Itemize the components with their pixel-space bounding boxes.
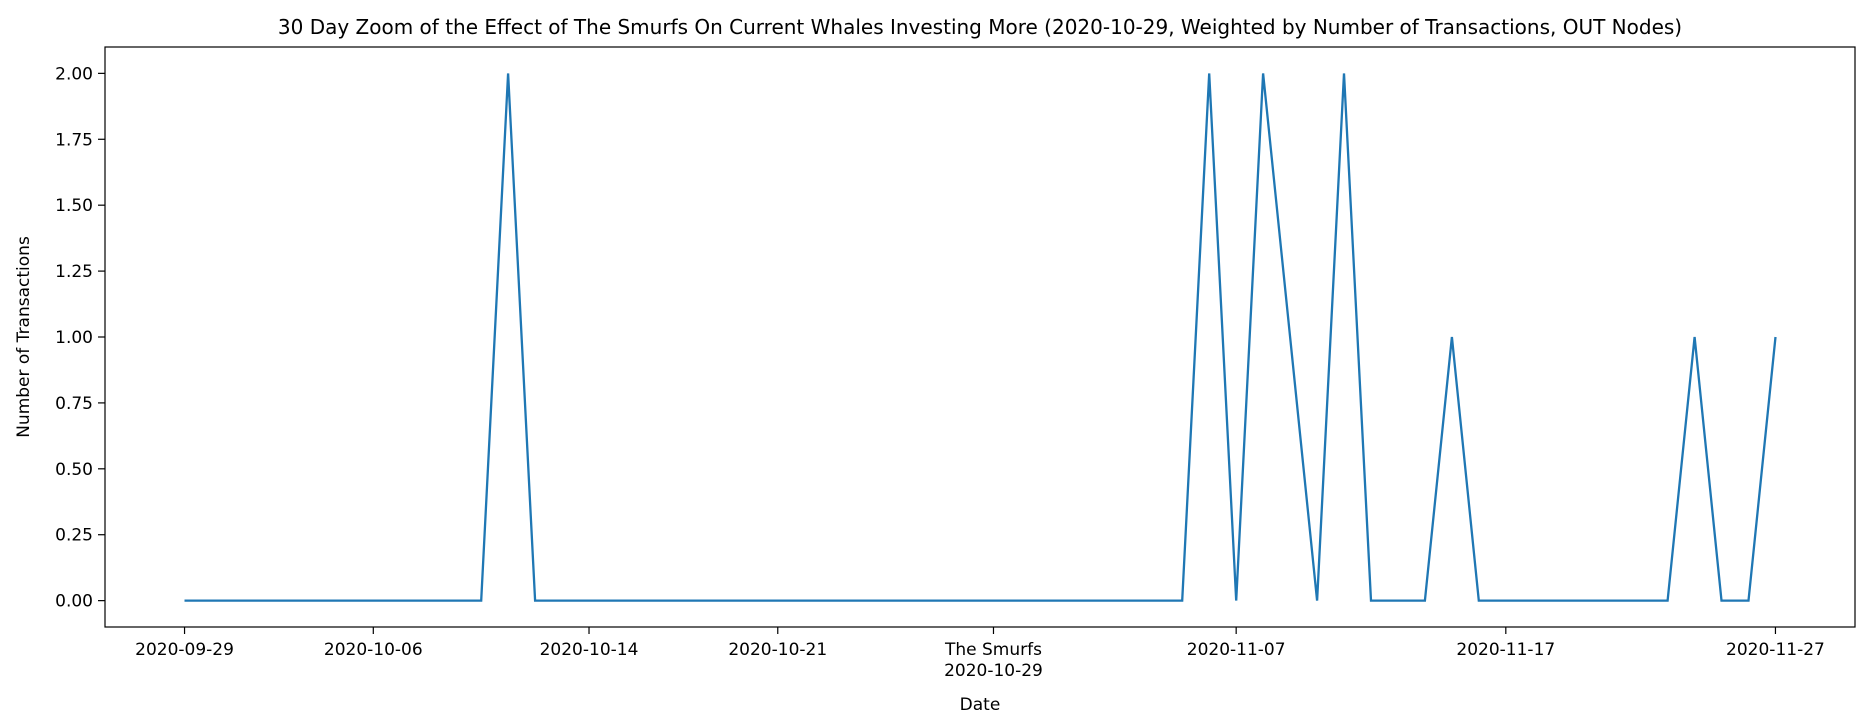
chart-title: 30 Day Zoom of the Effect of The Smurfs … [278,15,1682,39]
x-tick-label: 2020-11-17 [1456,640,1555,660]
x-axis-label: Date [960,695,1001,715]
x-tick-label: 2020-09-29 [135,640,234,660]
series-line [184,73,1777,602]
x-tick-label: 2020-10-21 [728,640,827,660]
y-tick-label: 1.75 [55,130,93,150]
y-tick-label: 0.25 [55,526,93,546]
x-tick-label: 2020-10-06 [324,640,423,660]
plot-area-border [104,46,1856,628]
y-tick-label: 0.00 [55,592,93,612]
x-tick-label: 2020-11-07 [1187,640,1286,660]
y-tick-label: 1.00 [55,328,93,348]
y-tick-label: 2.00 [55,64,93,84]
y-axis-label: Number of Transactions [14,236,34,438]
y-tick-label: 1.50 [55,196,93,216]
y-tick-label: 0.50 [55,460,93,480]
plot-frame [104,46,1856,628]
y-tick-label: 1.25 [55,262,93,282]
y-axis: 0.00 0.25 0.50 0.75 1.00 1.25 1.50 1.75 2.00 [55,64,105,612]
x-axis: 2020-09-29 2020-10-06 2020-10-14 2020-10-21… [135,627,1825,681]
x-tick-label: 2020-10-14 [540,640,639,660]
series-layer [184,73,1777,602]
x-tick-label: 2020-10-29 [944,661,1043,681]
x-tick-label: 2020-11-27 [1726,640,1825,660]
y-tick-label: 0.75 [55,394,93,414]
event-marker-label: The Smurfs [944,640,1042,660]
